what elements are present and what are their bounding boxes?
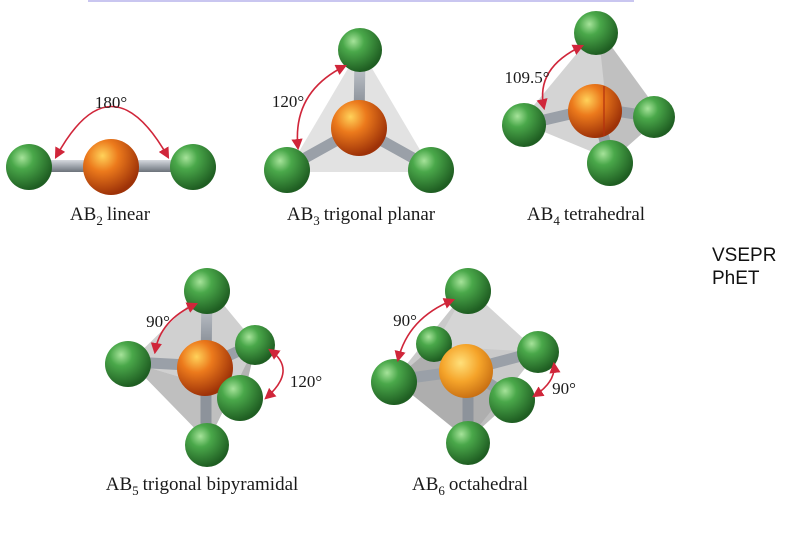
angle-arrow-equatorial [264,348,284,400]
ligand-atom [6,144,52,190]
ligand-atom [170,144,216,190]
central-atom [83,139,139,195]
angle-arrow-b [532,361,561,398]
ligand-atom [185,423,229,467]
angle-label: 180° [95,93,127,112]
ligand-atom [264,147,310,193]
geometry-label-tetrahedral: AB4 tetrahedral [527,204,645,228]
central-atom [331,100,387,156]
sidebar-line-vsepr: VSEPR [712,245,777,266]
ligand-atom [445,268,491,314]
ligand-atom [217,375,263,421]
molecule-trigonal-planar: 120° AB3 trigonal planar [264,28,454,228]
ligand-atom [184,268,230,314]
molecule-linear: 180° AB2 linear [6,93,216,228]
ligand-atom [502,103,546,147]
ligand-atom [371,359,417,405]
sidebar-line-phet: PhET [712,268,760,289]
angle-label-equatorial: 120° [290,372,322,391]
geometry-label-octahedral: AB6 octahedral [412,474,528,498]
ligand-atom [517,331,559,373]
ligand-atom [235,325,275,365]
angle-label-b: 90° [552,379,576,398]
geometry-label-linear: AB2 linear [70,204,151,228]
angle-arrow [54,105,170,159]
geometry-label-trigonal-bipyramidal: AB5 trigonal bipyramidal [106,474,299,498]
geometry-label-trigonal-planar: AB3 trigonal planar [287,204,436,228]
molecule-tetrahedral: 109.5° AB4 tetrahedral [502,11,675,228]
ligand-atom [338,28,382,72]
ligand-atom [105,341,151,387]
angle-arrow [291,64,348,151]
ligand-atom [408,147,454,193]
angle-label-axial: 90° [146,312,170,331]
central-atom [568,84,622,138]
angle-arrow [536,44,585,111]
ligand-atom [633,96,675,138]
molecule-octahedral: 90° 90° AB6 octahedral [371,268,576,498]
ligand-atom [574,11,618,55]
angle-label: 109.5° [504,68,549,87]
angle-label-a: 90° [393,311,417,330]
central-atom [439,344,493,398]
top-divider-line [88,0,634,2]
ligand-atom [587,140,633,186]
ligand-atom [446,421,490,465]
angle-arrow-a [394,298,456,363]
angle-arrow-axial [150,302,199,355]
sidebar-caption: VSEPR PhET [712,244,776,290]
ligand-atom [489,377,535,423]
angle-label: 120° [272,92,304,111]
molecule-trigonal-bipyramidal: 90° 120° AB5 trigonal bipyramidal [105,268,322,498]
